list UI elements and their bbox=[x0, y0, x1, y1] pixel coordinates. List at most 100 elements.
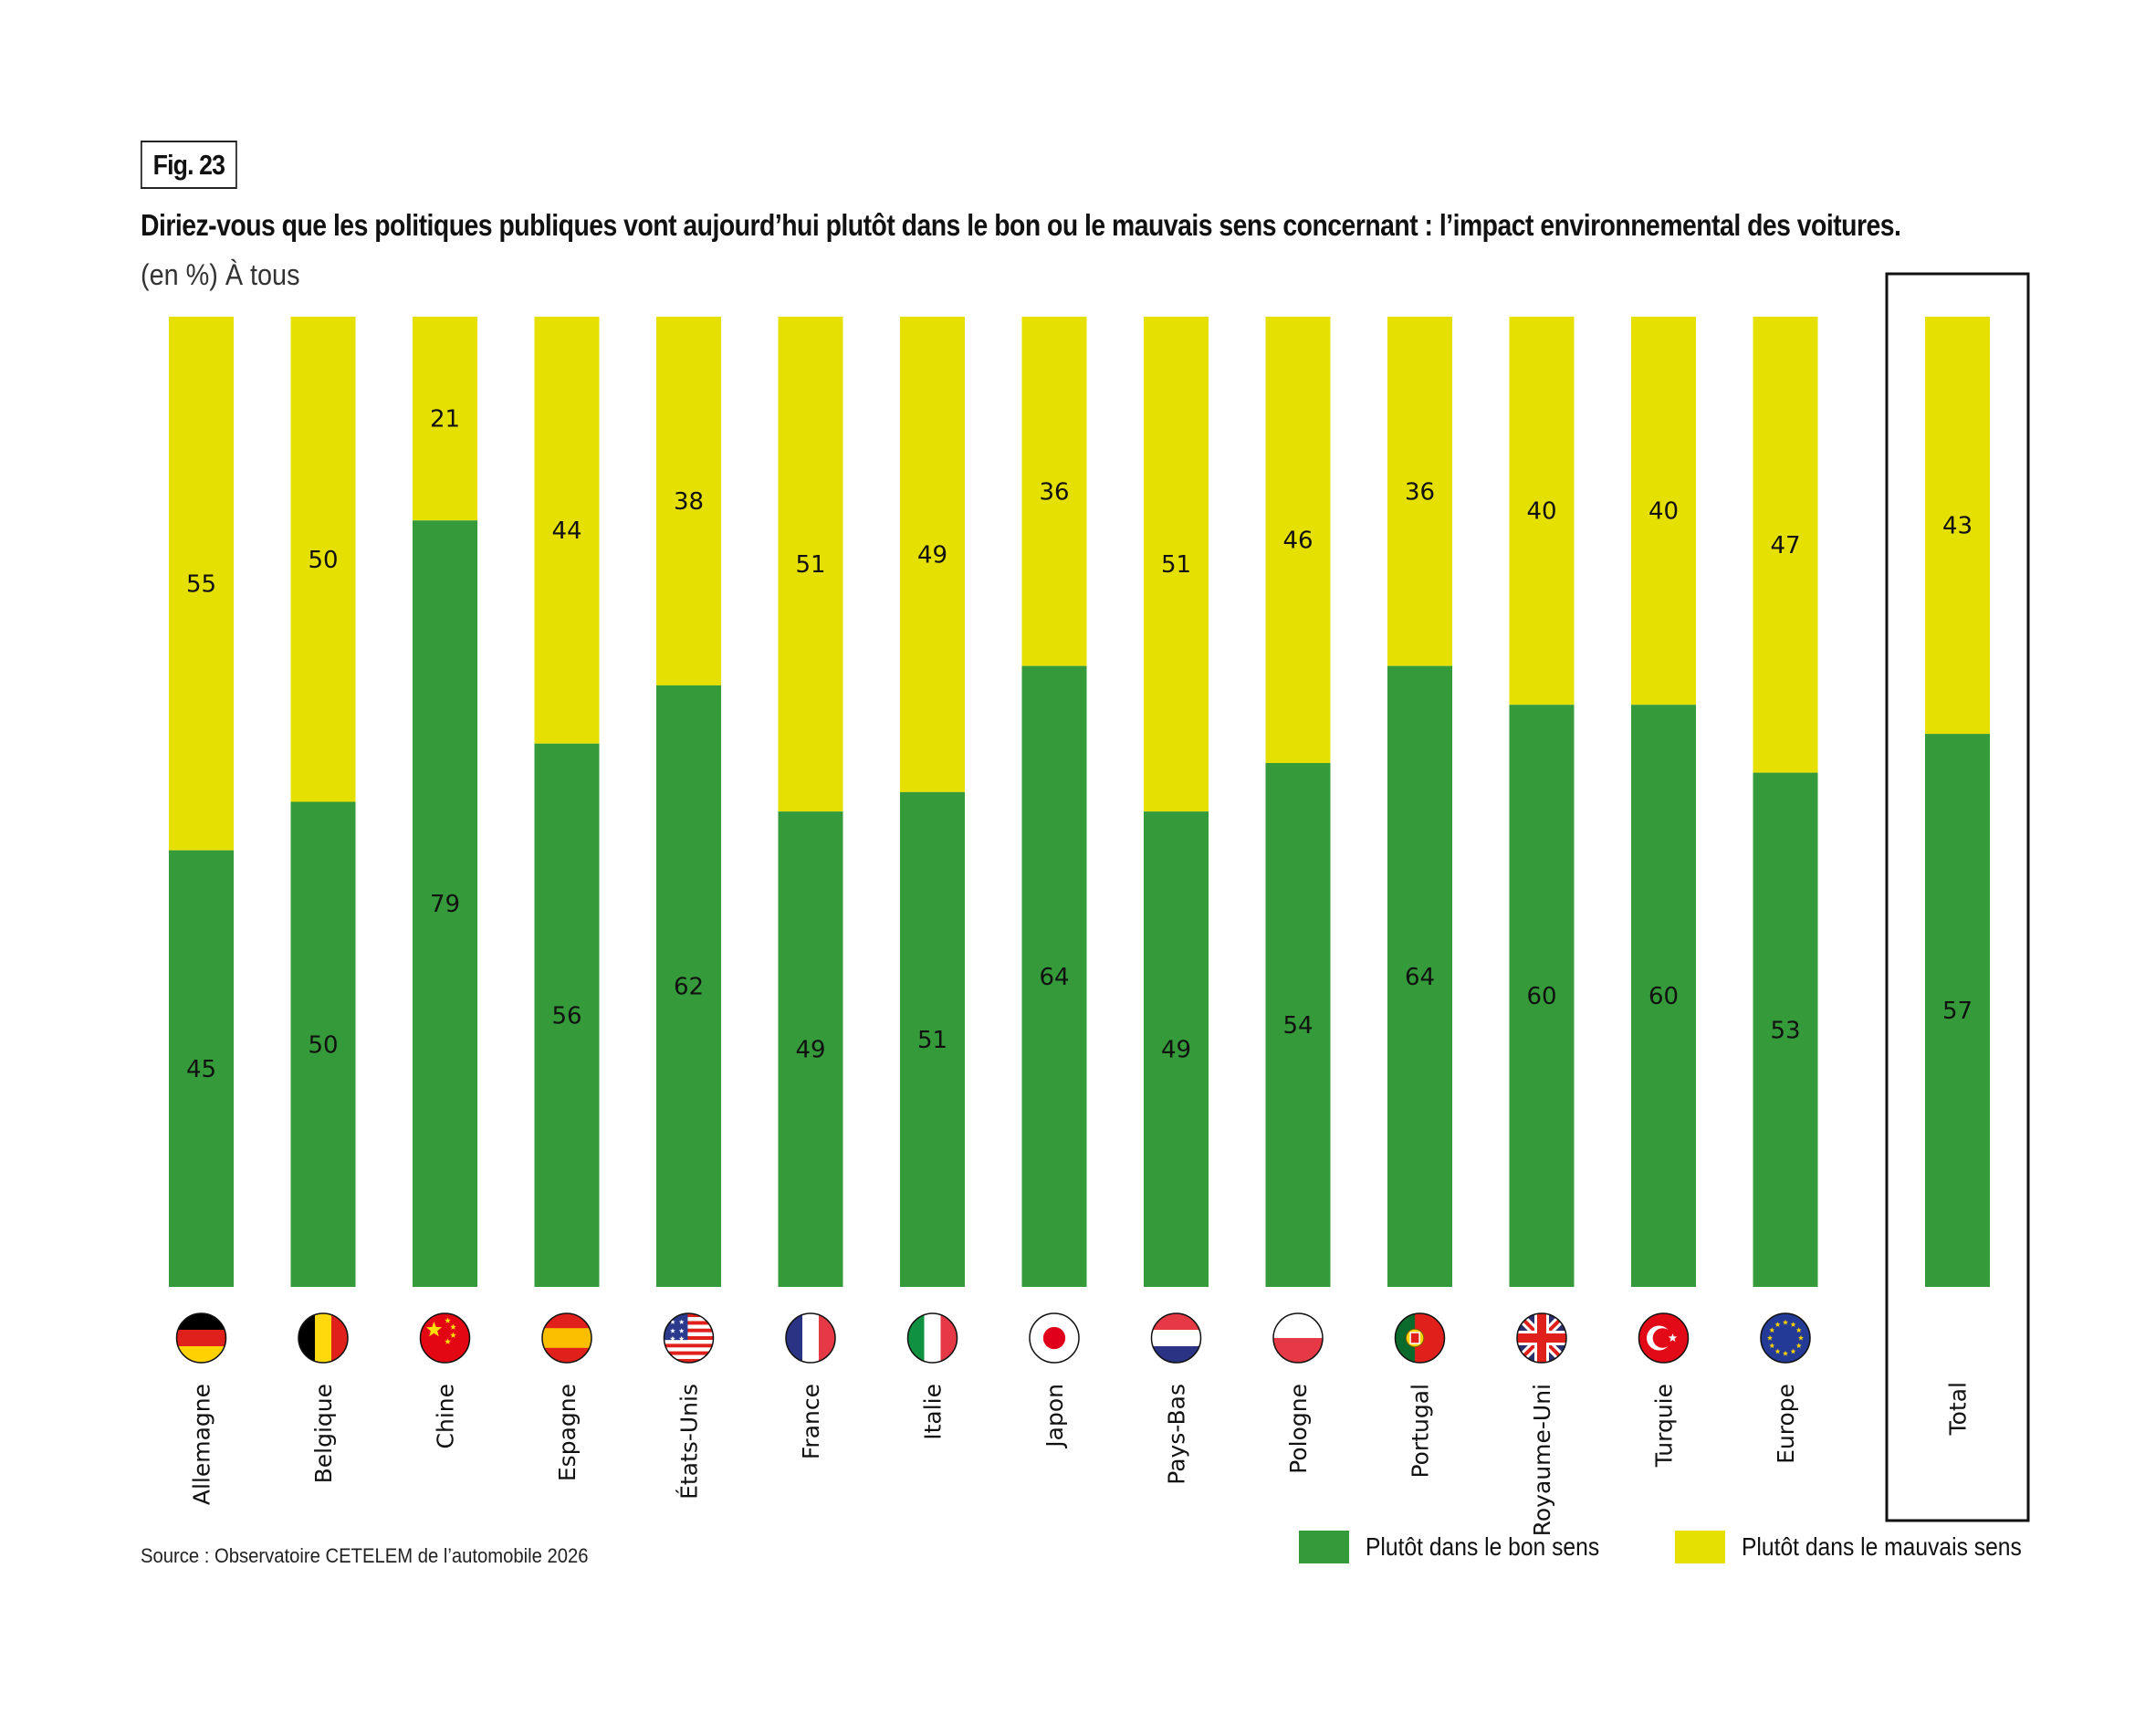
category-label-portugal: Portugal bbox=[1408, 1384, 1434, 1479]
bar-bon-sens-france bbox=[778, 811, 843, 1287]
data-label-bon-sens-total: 57 bbox=[1942, 998, 1973, 1025]
data-label-bon-sens-espagne: 56 bbox=[551, 1002, 581, 1030]
data-label-bon-sens-france: 49 bbox=[795, 1037, 825, 1064]
data-label-mauvais-sens-europe: 47 bbox=[1770, 532, 1800, 559]
bar-mauvais-sens-france bbox=[778, 317, 843, 812]
category-label-royaume-uni: Royaume-Uni bbox=[1529, 1384, 1555, 1536]
data-label-bon-sens-pays-bas: 49 bbox=[1161, 1037, 1191, 1064]
data-label-mauvais-sens-allemagne: 55 bbox=[186, 570, 216, 598]
data-label-mauvais-sens-total: 43 bbox=[1942, 513, 1973, 540]
bar-mauvais-sens-allemagne bbox=[169, 317, 234, 851]
legend-swatch-yellow bbox=[1675, 1531, 1725, 1563]
legend-item-bon-sens: Plutôt dans le bon sens bbox=[1299, 1531, 1631, 1563]
bar-bon-sens-etats-unis bbox=[656, 685, 721, 1287]
data-label-mauvais-sens-japon: 36 bbox=[1039, 478, 1069, 506]
bar-bon-sens-pays-bas bbox=[1144, 811, 1209, 1287]
bar-mauvais-sens-total bbox=[1925, 317, 1990, 735]
bar-bon-sens-royaume-uni bbox=[1509, 705, 1575, 1287]
category-label-total: Total bbox=[1945, 1382, 1972, 1436]
bar-mauvais-sens-royaume-uni bbox=[1509, 317, 1575, 706]
category-label-chine: Chine bbox=[433, 1384, 459, 1448]
bar-bon-sens-allemagne bbox=[169, 850, 234, 1287]
data-label-bon-sens-europe: 53 bbox=[1770, 1017, 1800, 1044]
data-label-bon-sens-belgique: 50 bbox=[308, 1031, 338, 1059]
bar-mauvais-sens-italie bbox=[900, 317, 965, 792]
bar-mauvais-sens-pologne bbox=[1265, 317, 1331, 763]
category-label-france: France bbox=[798, 1384, 824, 1459]
bar-mauvais-sens-pays-bas bbox=[1144, 317, 1209, 812]
source-note: Source : Observatoire CETELEM de l’autom… bbox=[141, 1544, 589, 1567]
flag-belgium-icon bbox=[298, 1312, 349, 1364]
legend-label: Plutôt dans le mauvais sens bbox=[1742, 1532, 2022, 1561]
data-label-mauvais-sens-france: 51 bbox=[795, 551, 825, 579]
data-label-bon-sens-chine: 79 bbox=[430, 891, 460, 918]
data-label-bon-sens-italie: 51 bbox=[917, 1027, 947, 1054]
bar-mauvais-sens-chine bbox=[413, 317, 477, 521]
bar-bon-sens-belgique bbox=[290, 801, 356, 1287]
bar-bon-sens-chine bbox=[413, 520, 477, 1287]
data-label-bon-sens-pologne: 54 bbox=[1282, 1012, 1313, 1040]
flag-italy-icon bbox=[906, 1312, 958, 1364]
data-label-mauvais-sens-royaume-uni: 40 bbox=[1526, 498, 1556, 526]
chart-title: Diriez-vous que les politiques publiques… bbox=[141, 208, 1901, 242]
bar-bon-sens-pologne bbox=[1265, 762, 1331, 1287]
data-label-bon-sens-portugal: 64 bbox=[1405, 964, 1435, 991]
data-label-mauvais-sens-etats-unis: 38 bbox=[674, 488, 704, 516]
bar-bon-sens-portugal bbox=[1387, 665, 1452, 1287]
bar-mauvais-sens-turquie bbox=[1631, 317, 1696, 706]
data-label-bon-sens-allemagne: 45 bbox=[186, 1056, 216, 1083]
category-label-allemagne: Allemagne bbox=[189, 1384, 215, 1505]
flag-china-icon bbox=[419, 1312, 471, 1364]
category-label-italie: Italie bbox=[920, 1384, 947, 1440]
flag-uk-icon bbox=[1516, 1312, 1567, 1364]
data-label-bon-sens-royaume-uni: 60 bbox=[1526, 983, 1556, 1010]
category-label-pays-bas: Pays-Bas bbox=[1164, 1384, 1190, 1485]
category-label-turquie: Turquie bbox=[1651, 1384, 1678, 1468]
data-label-mauvais-sens-portugal: 36 bbox=[1405, 478, 1435, 506]
legend-item-mauvais-sens: Plutôt dans le mauvais sens bbox=[1675, 1531, 2060, 1563]
bar-mauvais-sens-belgique bbox=[290, 317, 356, 802]
data-label-mauvais-sens-espagne: 44 bbox=[551, 518, 581, 545]
category-label-belgique: Belgique bbox=[310, 1384, 337, 1483]
flag-portugal-icon bbox=[1394, 1312, 1446, 1364]
bar-mauvais-sens-portugal bbox=[1387, 317, 1452, 666]
bar-mauvais-sens-espagne bbox=[534, 317, 600, 744]
bar-bon-sens-turquie bbox=[1631, 705, 1696, 1287]
data-label-mauvais-sens-pays-bas: 51 bbox=[1161, 551, 1191, 579]
flag-usa-icon bbox=[663, 1312, 715, 1364]
flag-netherlands-icon bbox=[1150, 1312, 1202, 1364]
flag-germany-icon bbox=[175, 1312, 227, 1364]
bar-mauvais-sens-japon bbox=[1021, 317, 1087, 666]
data-label-bon-sens-turquie: 60 bbox=[1648, 983, 1679, 1010]
figure-number: Fig. 23 bbox=[141, 141, 237, 189]
data-label-bon-sens-etats-unis: 62 bbox=[674, 973, 704, 1000]
data-label-mauvais-sens-chine: 21 bbox=[430, 406, 460, 434]
legend-label: Plutôt dans le bon sens bbox=[1366, 1532, 1600, 1561]
flag-eu-icon bbox=[1760, 1312, 1811, 1364]
bar-bon-sens-espagne bbox=[534, 743, 600, 1287]
category-label-espagne: Espagne bbox=[554, 1384, 581, 1481]
legend-swatch-green bbox=[1299, 1531, 1349, 1563]
category-label-europe: Europe bbox=[1773, 1384, 1799, 1464]
flag-japan-icon bbox=[1029, 1312, 1080, 1364]
data-label-mauvais-sens-belgique: 50 bbox=[308, 547, 338, 574]
category-label-etats-unis: États-Unis bbox=[676, 1384, 703, 1500]
chart-subtitle: (en %) À tous bbox=[141, 258, 300, 291]
flag-turkey-icon bbox=[1638, 1312, 1690, 1364]
data-label-mauvais-sens-pologne: 46 bbox=[1282, 527, 1313, 554]
flag-spain-icon bbox=[541, 1312, 592, 1364]
total-highlight-box bbox=[1885, 272, 2030, 1522]
figure-number-text: Fig. 23 bbox=[152, 148, 225, 181]
bar-bon-sens-italie bbox=[900, 791, 965, 1287]
bar-mauvais-sens-europe bbox=[1753, 317, 1818, 773]
data-label-mauvais-sens-turquie: 40 bbox=[1648, 498, 1679, 526]
flag-france-icon bbox=[785, 1312, 836, 1364]
category-label-pologne: Pologne bbox=[1285, 1384, 1312, 1474]
bar-bon-sens-europe bbox=[1753, 772, 1818, 1287]
bar-bon-sens-total bbox=[1925, 734, 1990, 1287]
data-label-bon-sens-japon: 64 bbox=[1039, 964, 1069, 991]
flag-poland-icon bbox=[1272, 1312, 1324, 1364]
category-label-japon: Japon bbox=[1041, 1384, 1068, 1449]
data-label-mauvais-sens-italie: 49 bbox=[917, 541, 947, 569]
